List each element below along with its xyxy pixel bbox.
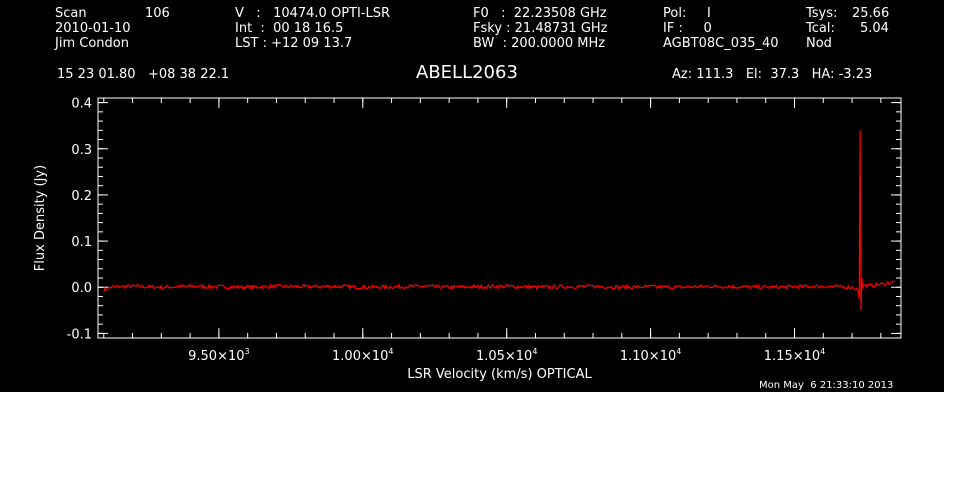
tsys-value: 25.66 (852, 6, 890, 21)
x-tick-label: 1.00×104 (332, 347, 393, 364)
lst-info: LST : +12 09 13.7 (235, 36, 353, 51)
y-tick-label: -0.1 (67, 327, 92, 342)
x-tick-labels: 9.50×103 1.00×104 1.05×104 1.10×104 1.15×104 (188, 347, 825, 364)
y-tick-label: 0.2 (71, 189, 92, 204)
tcal-label: Tcal: (806, 21, 835, 36)
y-axis-label: Flux Density (Jy) (33, 165, 48, 271)
x-axis-label: LSR Velocity (km/s) OPTICAL (407, 367, 592, 382)
rest-frequency: F0 : 22.23508 GHz (473, 6, 607, 21)
spectrum-line (103, 130, 896, 311)
tsys-label: Tsys: (806, 6, 838, 21)
bandwidth: BW : 200.0000 MHz (473, 36, 606, 51)
sky-frequency: Fsky : 21.48731 GHz (473, 21, 608, 36)
scan-number: 106 (145, 6, 170, 21)
switching-mode: Nod (806, 36, 832, 51)
x-tick-label: 1.05×104 (476, 347, 537, 364)
source-coordinates: 15 23 01.80 +08 38 22.1 (57, 67, 230, 82)
plot-panel (0, 0, 944, 392)
polarization: Pol: I (663, 6, 711, 21)
project-id: AGBT08C_035_40 (663, 36, 779, 51)
plot-frame (97, 97, 902, 339)
y-tick-labels: -0.1 0.0 0.1 0.2 0.3 0.4 (67, 97, 92, 343)
axis-ticks (98, 98, 901, 338)
observation-date: 2010-01-10 (55, 21, 131, 36)
x-tick-label: 1.15×104 (764, 347, 825, 364)
scan-label: Scan (55, 6, 87, 21)
y-tick-label: 0.3 (71, 143, 92, 158)
x-tick-label: 9.50×103 (188, 347, 249, 364)
spectrum-chart: -0.1 0.0 0.1 0.2 0.3 0.4 9.50×103 1.00×104 1.05… (33, 97, 902, 382)
if-number: IF : 0 (663, 21, 712, 36)
plot-timestamp: Mon May 6 21:33:10 2013 (759, 380, 894, 391)
source-name: ABELL2063 (416, 62, 518, 83)
observer-name: Jim Condon (55, 36, 129, 51)
integration-time: Int : 00 18 16.5 (235, 21, 344, 36)
y-tick-label: 0.1 (71, 235, 92, 250)
y-tick-label: 0.0 (71, 281, 92, 296)
velocity-info: V : 10474.0 OPTI-LSR (235, 6, 391, 21)
tcal-value: 5.04 (860, 21, 889, 36)
x-tick-label: 1.10×104 (620, 347, 681, 364)
az-el-ha: Az: 111.3 El: 37.3 HA: -3.23 (672, 67, 873, 82)
y-tick-label: 0.4 (71, 97, 92, 112)
